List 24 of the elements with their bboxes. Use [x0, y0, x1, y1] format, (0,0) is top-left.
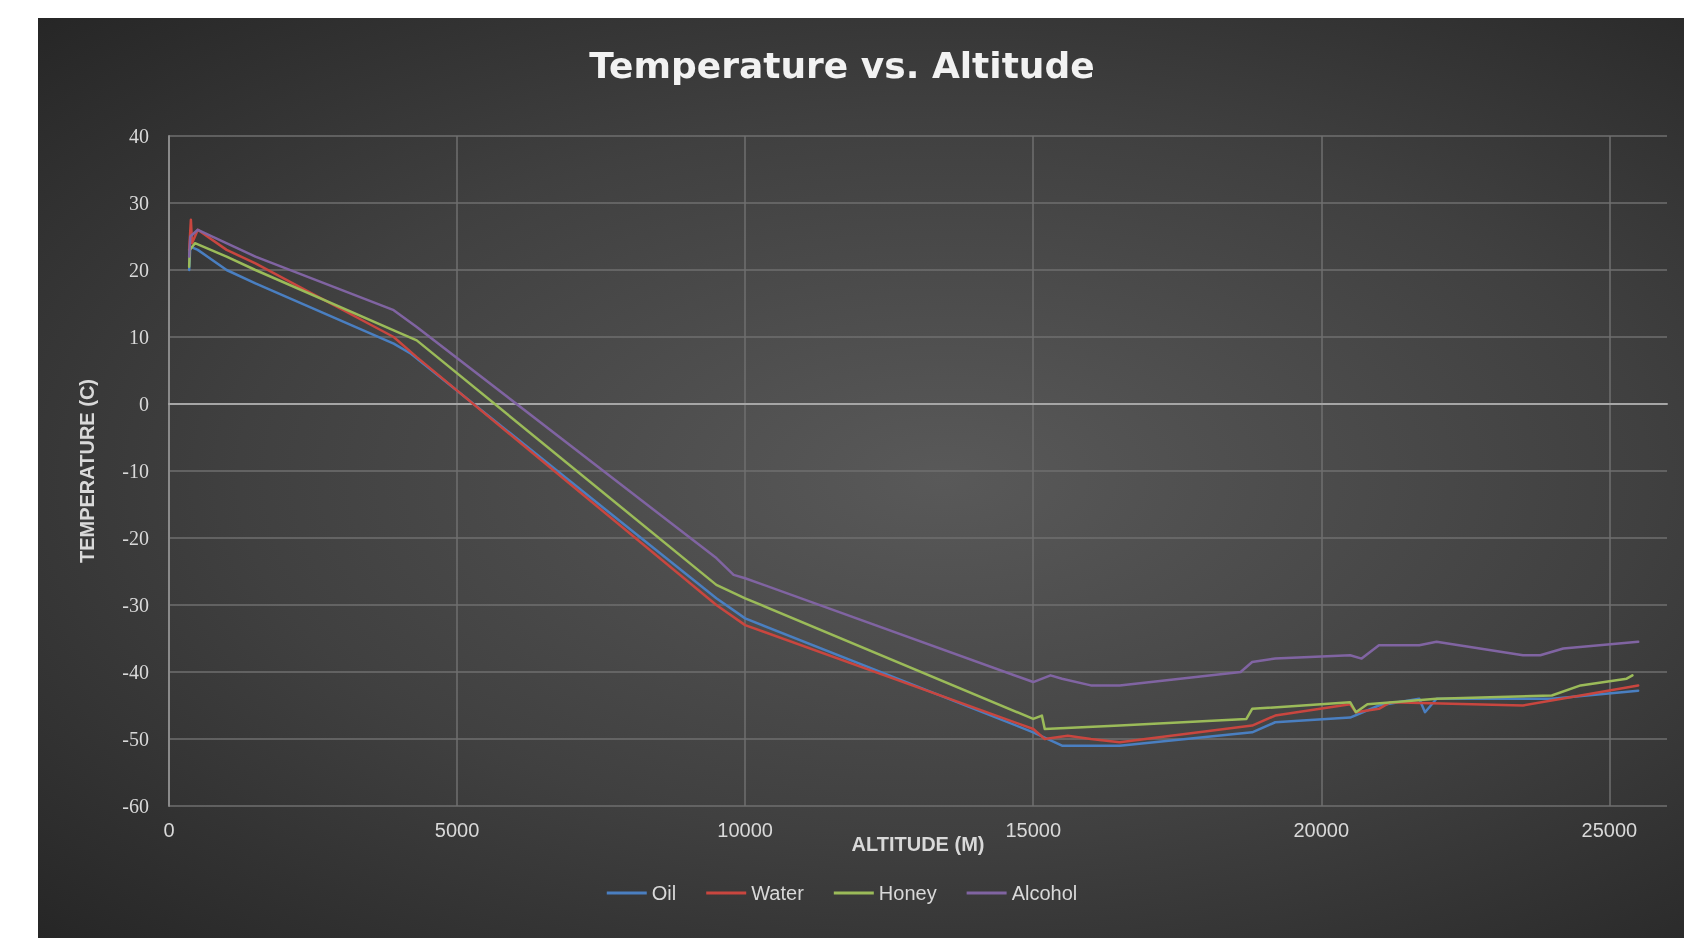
y-tick-label: -20 — [122, 527, 149, 549]
y-tick-label: -50 — [122, 728, 149, 750]
x-tick-label: 0 — [163, 819, 175, 841]
legend-label: Water — [751, 882, 805, 904]
y-axis-title: TEMPERATURE (C) — [76, 378, 98, 564]
y-tick-label: 0 — [139, 393, 149, 415]
x-tick-label: 20000 — [1293, 819, 1350, 841]
y-tick-label: 20 — [129, 259, 149, 281]
x-tick-label: 15000 — [1005, 819, 1062, 841]
x-axis-title: ALTITUDE (M) — [851, 833, 985, 855]
y-tick-label: 40 — [129, 125, 149, 147]
y-tick-label: -60 — [122, 795, 149, 817]
y-tick-label: 10 — [129, 326, 149, 348]
x-tick-label: 25000 — [1581, 819, 1638, 841]
y-tick-label: -30 — [122, 594, 149, 616]
y-tick-label: -40 — [122, 661, 149, 683]
legend-label: Alcohol — [1011, 882, 1078, 904]
x-tick-label: 10000 — [717, 819, 773, 841]
legend-label: Oil — [651, 882, 677, 904]
x-tick-label: 5000 — [434, 819, 480, 841]
legend-label: Honey — [878, 882, 937, 904]
y-tick-label: 30 — [129, 192, 149, 214]
y-tick-label: -10 — [122, 460, 149, 482]
chart-title: Temperature vs. Altitude — [589, 44, 1095, 86]
